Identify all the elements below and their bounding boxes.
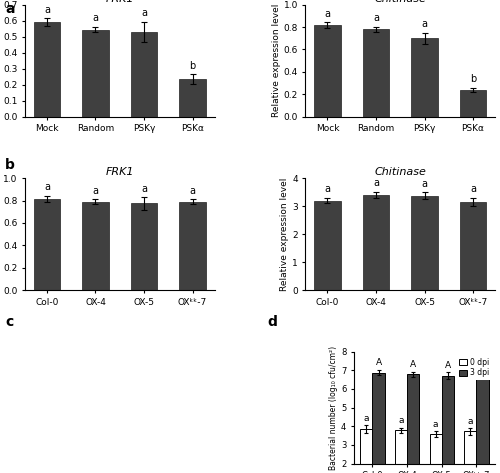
Text: a: a (422, 19, 428, 29)
Text: a: a (468, 417, 473, 426)
Text: a: a (398, 416, 404, 425)
Text: b: b (470, 74, 476, 84)
Y-axis label: Relative expression level: Relative expression level (272, 4, 280, 117)
Text: A: A (445, 361, 451, 370)
Bar (460, 202, 486, 290)
Text: OX-4: OX-4 (100, 355, 120, 364)
Title: FRK1: FRK1 (106, 0, 134, 4)
Text: OX-5: OX-5 (160, 355, 182, 364)
Text: a: a (141, 8, 147, 18)
Bar (314, 25, 341, 117)
Bar (179, 201, 206, 290)
Text: a: a (324, 9, 330, 19)
Bar (464, 431, 476, 473)
Bar (411, 195, 438, 290)
Bar (34, 199, 60, 290)
Text: b: b (190, 61, 196, 71)
Text: A: A (480, 361, 486, 370)
Text: a: a (5, 2, 15, 17)
Bar (314, 201, 341, 290)
Text: a: a (92, 186, 98, 196)
Bar (407, 375, 420, 473)
Y-axis label: Bacterial number (log₁₀ cfu/cm²): Bacterial number (log₁₀ cfu/cm²) (329, 345, 338, 470)
Text: a: a (422, 179, 428, 189)
Bar (430, 434, 442, 473)
Text: a: a (92, 13, 98, 23)
Bar (179, 79, 206, 117)
Bar (411, 38, 438, 117)
Legend: 0 dpi, 3 dpi: 0 dpi, 3 dpi (456, 355, 491, 379)
Bar (130, 32, 158, 117)
Bar (34, 22, 60, 117)
Text: a: a (470, 184, 476, 194)
Text: d: d (268, 315, 278, 329)
Bar (372, 373, 384, 473)
Text: a: a (141, 184, 147, 194)
Text: a: a (364, 414, 369, 423)
Bar (130, 203, 158, 290)
Title: FRK1: FRK1 (106, 167, 134, 177)
Bar (82, 29, 109, 117)
Text: A: A (410, 360, 416, 369)
Text: a: a (44, 182, 50, 192)
Text: a: a (190, 185, 196, 195)
Text: a: a (324, 184, 330, 194)
Bar (82, 201, 109, 290)
Text: Col-0: Col-0 (38, 355, 61, 364)
Bar (362, 195, 390, 290)
Text: a: a (373, 178, 379, 188)
Title: Chitinase: Chitinase (374, 0, 426, 4)
Text: a: a (373, 13, 379, 23)
Y-axis label: Relative expression level: Relative expression level (280, 177, 289, 291)
Text: OXᵏᵏ-7: OXᵏᵏ-7 (218, 355, 246, 364)
Text: c: c (5, 315, 13, 329)
Text: a: a (44, 5, 50, 15)
Text: a: a (433, 420, 438, 429)
Bar (442, 376, 454, 473)
Bar (360, 429, 372, 473)
Bar (476, 375, 488, 473)
Title: Chitinase: Chitinase (374, 167, 426, 177)
Bar (362, 29, 390, 117)
Bar (460, 90, 486, 117)
Text: b: b (5, 158, 15, 173)
Bar (395, 430, 407, 473)
Text: A: A (376, 359, 382, 368)
